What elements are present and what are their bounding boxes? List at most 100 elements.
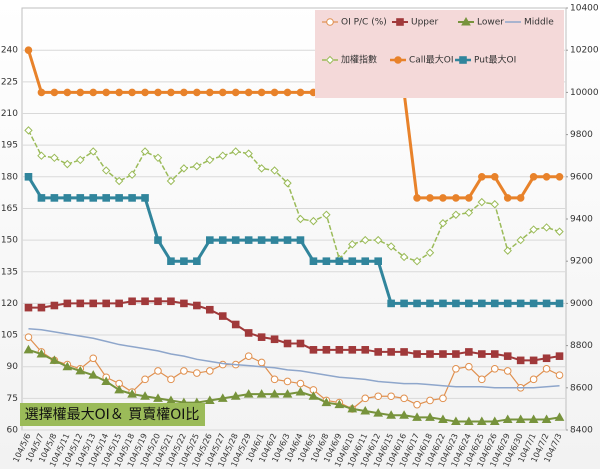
data-point <box>154 236 162 244</box>
data-point <box>374 348 382 356</box>
data-point <box>542 354 551 363</box>
data-point <box>76 155 85 165</box>
data-point <box>218 312 227 320</box>
data-point <box>244 329 253 337</box>
y-tick-label: 90 <box>7 362 19 372</box>
y-tick-label: 225 <box>1 77 18 87</box>
legend-marker <box>459 56 467 64</box>
y2-tick-label: 9200 <box>570 257 593 267</box>
data-point <box>180 88 188 97</box>
data-point <box>503 367 512 375</box>
data-point <box>399 410 409 419</box>
y2-tick-label: 10200 <box>570 46 599 56</box>
data-point <box>296 214 305 224</box>
data-point <box>63 88 72 97</box>
data-point <box>102 194 110 202</box>
data-point <box>386 242 396 251</box>
data-point <box>128 297 136 306</box>
data-point <box>270 335 279 344</box>
data-point <box>413 194 421 202</box>
data-point <box>426 396 434 405</box>
y-tick-label: 75 <box>7 394 18 404</box>
data-point <box>555 227 564 236</box>
legend-marker <box>396 18 404 26</box>
data-point <box>464 208 474 217</box>
data-point <box>478 350 486 358</box>
data-point <box>153 393 163 402</box>
data-point <box>542 223 551 232</box>
data-point <box>283 339 292 348</box>
data-point <box>348 240 357 249</box>
data-point <box>257 88 266 97</box>
legend-marker <box>325 55 335 65</box>
data-point <box>114 384 125 394</box>
data-point <box>206 305 214 314</box>
data-point <box>386 410 397 419</box>
series-line <box>28 327 560 389</box>
data-point <box>309 216 318 226</box>
data-point <box>296 88 305 97</box>
data-point <box>555 352 564 360</box>
legend-label: Call最大OI <box>409 54 454 66</box>
data-point <box>555 173 564 181</box>
data-point <box>180 257 188 265</box>
data-point <box>413 400 421 409</box>
data-point <box>244 352 253 360</box>
data-point <box>400 394 408 403</box>
data-point <box>503 352 512 360</box>
y-tick-label: 240 <box>1 46 18 56</box>
data-point <box>463 416 474 426</box>
data-point <box>166 176 176 186</box>
legend-label: Middle <box>524 18 554 28</box>
data-point <box>529 173 538 181</box>
data-point <box>24 333 33 341</box>
data-point <box>465 348 473 356</box>
data-point <box>426 299 434 308</box>
data-point <box>76 194 85 202</box>
data-point <box>528 414 539 423</box>
data-point <box>230 391 241 400</box>
data-point <box>413 350 421 358</box>
data-point <box>153 153 163 163</box>
data-point <box>465 194 473 202</box>
data-point <box>283 236 292 244</box>
annotation: 選擇權最大OI＆ 買賣權OI比 <box>25 407 200 423</box>
data-point <box>295 387 306 396</box>
data-point <box>140 391 150 400</box>
data-point <box>490 365 499 373</box>
data-point <box>335 257 344 265</box>
data-point <box>438 414 448 423</box>
legend-marker <box>326 18 334 26</box>
data-point <box>167 257 175 265</box>
data-point <box>322 210 331 219</box>
data-point <box>438 219 448 228</box>
data-point <box>503 299 512 308</box>
data-point <box>218 236 227 244</box>
data-point <box>451 416 461 426</box>
data-point <box>361 394 370 403</box>
data-point <box>348 346 357 354</box>
data-point <box>115 88 123 97</box>
data-point <box>24 46 33 55</box>
data-point <box>256 389 267 398</box>
data-point <box>270 166 279 175</box>
data-point <box>243 389 254 398</box>
data-point <box>516 194 525 202</box>
data-point <box>542 299 551 308</box>
data-point <box>89 88 98 97</box>
legend-marker <box>394 56 402 64</box>
legend-marker <box>461 16 471 26</box>
data-point <box>269 389 280 398</box>
data-point <box>412 256 422 266</box>
data-point <box>37 88 46 97</box>
data-point <box>270 236 279 244</box>
data-point <box>89 299 98 308</box>
y-tick-label: 165 <box>1 204 18 214</box>
y-tick-label: 210 <box>1 109 18 119</box>
data-point <box>218 151 227 160</box>
data-point <box>529 299 538 308</box>
data-point <box>452 350 460 358</box>
data-point <box>154 297 162 306</box>
data-point <box>490 350 499 358</box>
data-point <box>127 389 137 398</box>
